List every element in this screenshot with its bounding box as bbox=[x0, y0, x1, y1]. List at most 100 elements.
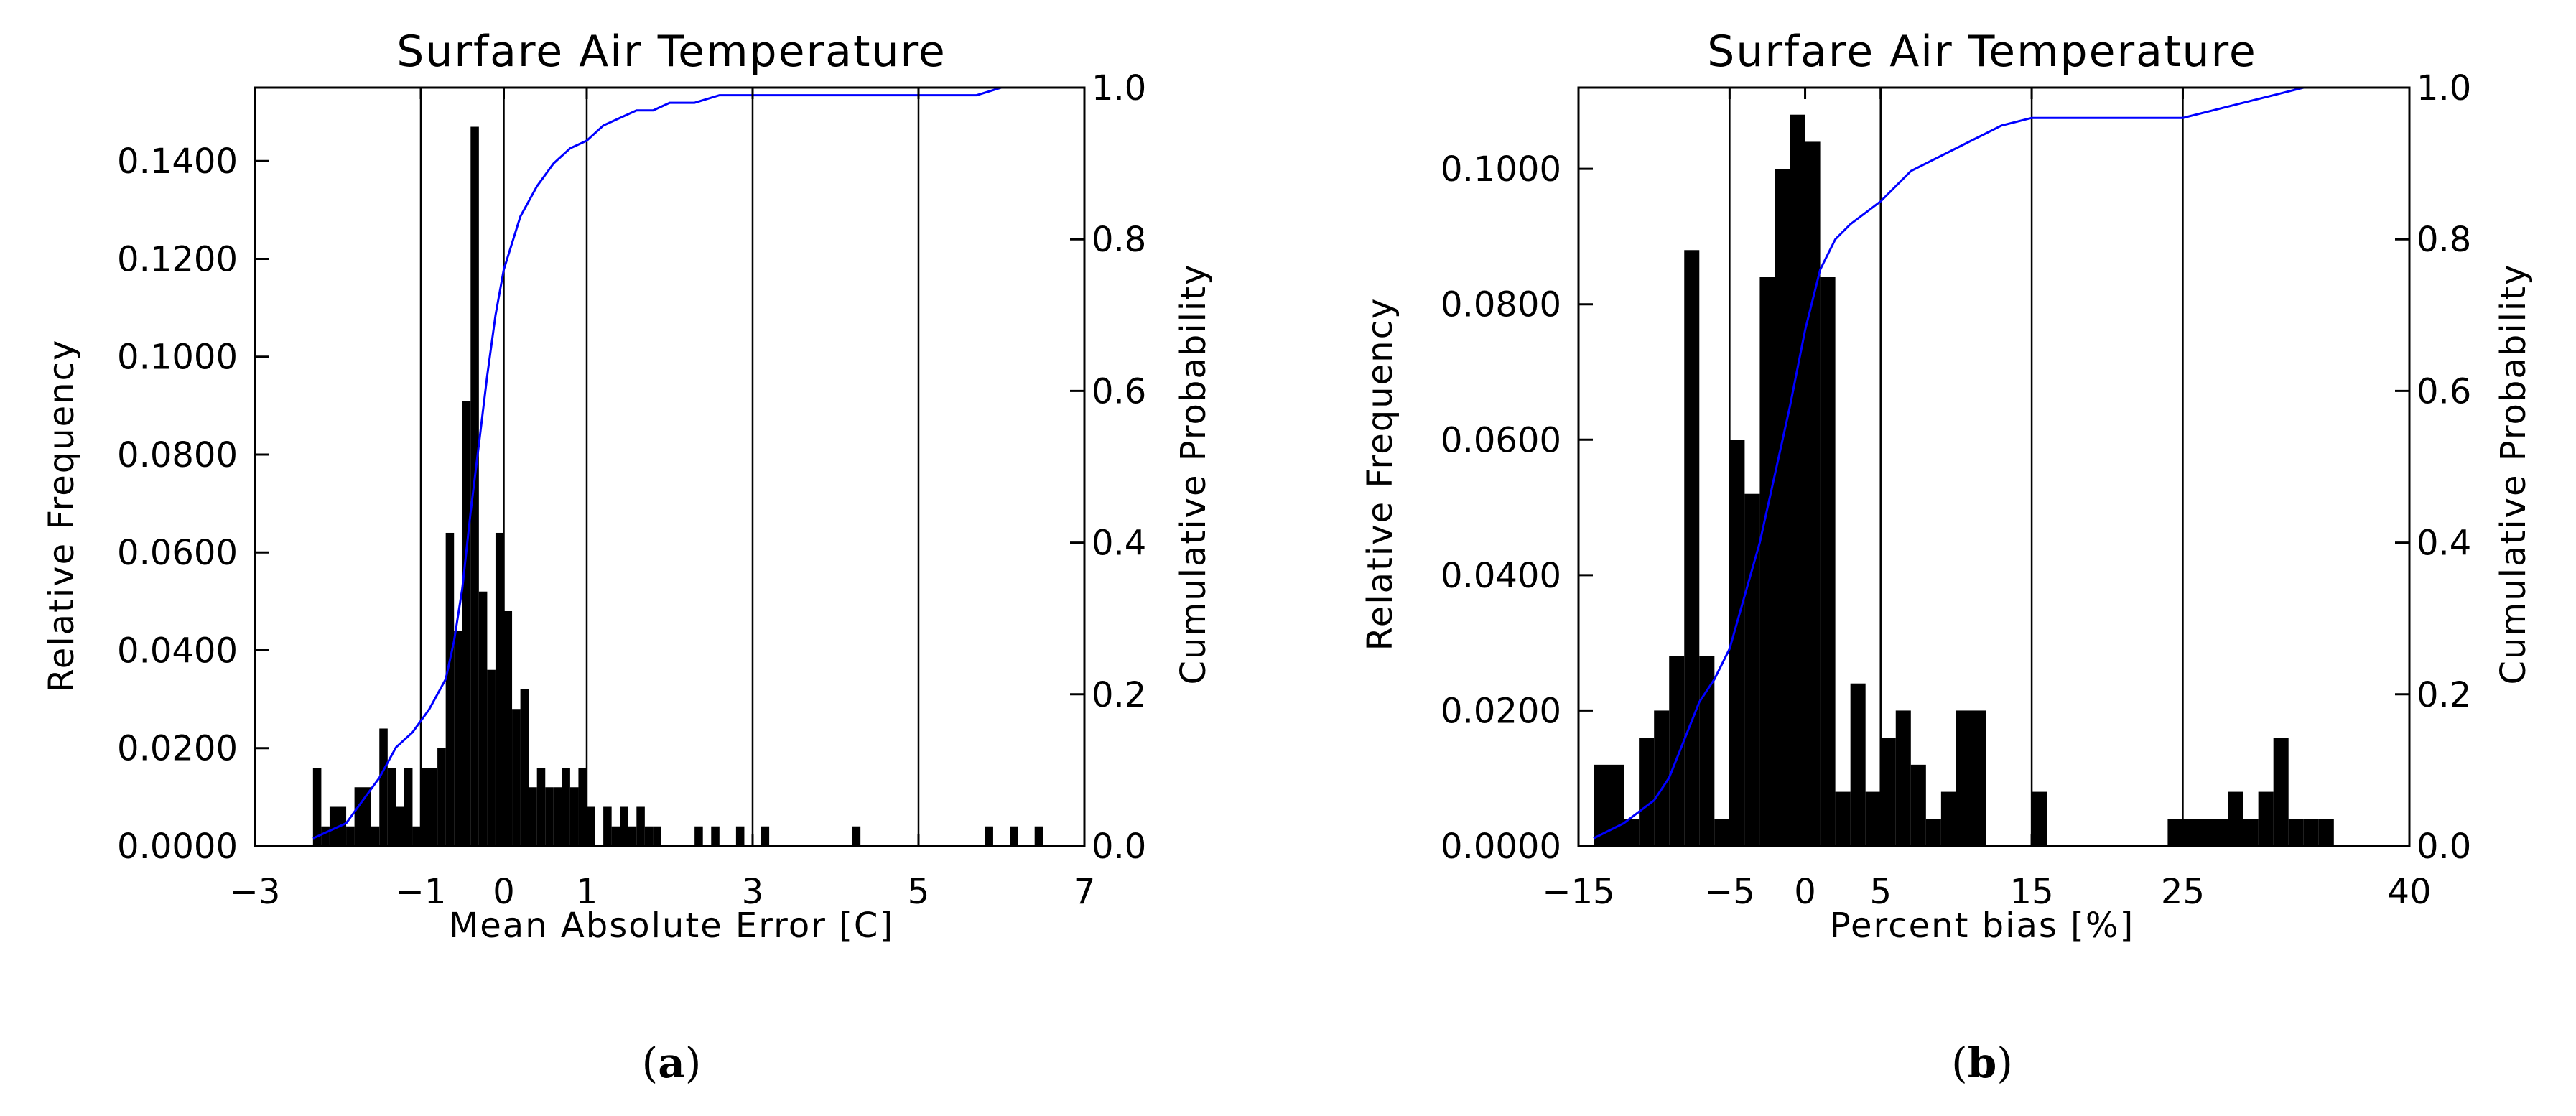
chart-a-y2-tick-labels: 0.0 0.2 0.4 0.6 0.8 1.0 bbox=[1092, 68, 1146, 867]
chart-a-bar bbox=[553, 787, 562, 846]
chart-b-bar bbox=[1925, 819, 1941, 846]
chart-b-bar bbox=[1850, 683, 1866, 846]
chart-a-y2-tick-label: 0.8 bbox=[1092, 220, 1146, 260]
chart-b-x-tick-label: 25 bbox=[2161, 872, 2205, 912]
chart-b-bar bbox=[1714, 819, 1730, 846]
chart-a-bar bbox=[636, 806, 645, 846]
chart-a-bar bbox=[363, 787, 371, 846]
chart-a-x-axis-label: Mean Absolute Error [C] bbox=[449, 906, 894, 946]
chart-b-bar bbox=[2213, 819, 2228, 846]
chart-b-y-tick-label: 0.0600 bbox=[1441, 420, 1561, 460]
chart-a-title: Surfare Air Temperature bbox=[396, 27, 947, 77]
chart-a-bar bbox=[421, 767, 429, 846]
chart-a-bar bbox=[487, 669, 496, 846]
chart-a-panel-label-open: ( bbox=[642, 1038, 659, 1087]
chart-b-bar bbox=[2303, 819, 2319, 846]
chart-a-y-tick-labels: 0.0000 0.0200 0.0400 0.0600 0.0800 0.1000 0.12… bbox=[117, 141, 238, 867]
chart-a-bar bbox=[653, 826, 661, 846]
chart-b-bar bbox=[1684, 250, 1700, 846]
chart-b-bar bbox=[2198, 819, 2213, 846]
chart-b-title: Surfare Air Temperature bbox=[1707, 27, 2257, 77]
chart-a-y2-tick-label: 0.6 bbox=[1092, 371, 1146, 411]
panel-a: Surfare Air Temperature −3 −1 0 1 3 5 7 0.0000… bbox=[42, 27, 1214, 1087]
chart-b-ticks bbox=[1577, 86, 2411, 847]
chart-b-bar bbox=[2032, 791, 2047, 846]
chart-a-bar bbox=[396, 806, 404, 846]
chart-b-y2-tick-label: 0.4 bbox=[2417, 524, 2471, 564]
chart-a-bar bbox=[620, 806, 628, 846]
chart-a-bar bbox=[578, 767, 587, 846]
chart-a-y-tick-label: 0.1400 bbox=[117, 141, 238, 182]
chart-a-y2-tick-label: 0.2 bbox=[1092, 675, 1146, 715]
chart-b-x-tick-label: −15 bbox=[1542, 872, 1614, 912]
chart-a-bar bbox=[520, 689, 529, 846]
chart-a-x-tick-label: −1 bbox=[396, 872, 447, 912]
chart-b-bar bbox=[2273, 738, 2289, 846]
chart-b-x-tick-label: 15 bbox=[2010, 872, 2054, 912]
chart-b-bar bbox=[1940, 791, 1956, 846]
chart-b-y2-tick-label: 1.0 bbox=[2417, 68, 2471, 108]
chart-a-bar bbox=[1010, 826, 1018, 846]
chart-a-bar bbox=[536, 767, 546, 846]
chart-b-x-tick-label: 5 bbox=[1869, 872, 1892, 912]
chart-b-panel-label-close: ) bbox=[1996, 1038, 2013, 1087]
chart-b-y-axis-label: Relative Frequency bbox=[1360, 297, 1400, 651]
chart-a-bar bbox=[644, 826, 654, 846]
chart-b-bar bbox=[1790, 114, 1805, 846]
chart-b-x-tick-label: 0 bbox=[1794, 872, 1816, 912]
chart-a-bar bbox=[711, 826, 720, 846]
chart-b-bar bbox=[1865, 791, 1881, 846]
chart-a-bar bbox=[569, 787, 579, 846]
chart-b-y-tick-label: 0.0800 bbox=[1441, 285, 1561, 325]
chart-b-panel-label-letter: b bbox=[1968, 1038, 1997, 1087]
chart-a-x-tick-label: 3 bbox=[742, 872, 764, 912]
chart-a-bar bbox=[321, 826, 330, 846]
chart-b-x-tick-label: 40 bbox=[2387, 872, 2431, 912]
chart-b-bar bbox=[1639, 738, 1655, 846]
chart-a-bar bbox=[628, 826, 637, 846]
chart-b-bar bbox=[1594, 764, 1609, 846]
chart-b-panel-label: (b) bbox=[1951, 1038, 2013, 1087]
chart-a-y2-tick-label: 0.4 bbox=[1092, 524, 1146, 564]
chart-b-bar bbox=[2167, 819, 2183, 846]
chart-a-y2-tick-label: 0.0 bbox=[1092, 827, 1146, 867]
chart-a-bar bbox=[761, 826, 770, 846]
chart-a-y-tick-label: 0.0200 bbox=[117, 729, 238, 769]
chart-b-bar bbox=[2182, 819, 2198, 846]
chart-b-y2-tick-label: 0.6 bbox=[2417, 371, 2471, 411]
chart-b-bar bbox=[1910, 764, 1926, 846]
chart-b-bars bbox=[1594, 114, 2334, 847]
chart-a-bar bbox=[329, 806, 338, 846]
chart-a-x-tick-labels: −3 −1 0 1 3 5 7 bbox=[230, 872, 1096, 912]
chart-a-y-tick-label: 0.1200 bbox=[117, 239, 238, 279]
chart-b-bar bbox=[2318, 819, 2334, 846]
chart-a-bar bbox=[478, 591, 488, 846]
chart-a-y2-axis-label: Cumulative Probability bbox=[1173, 264, 1214, 685]
chart-b-bar bbox=[1971, 710, 1986, 846]
chart-b-bar bbox=[1956, 710, 1971, 846]
chart-b-y-tick-label: 0.0000 bbox=[1441, 827, 1561, 867]
chart-a-bar bbox=[312, 767, 322, 846]
chart-a-bar bbox=[512, 709, 521, 846]
chart-a-bar bbox=[495, 532, 504, 846]
chart-b-bar bbox=[1654, 710, 1670, 846]
chart-b-bar bbox=[1609, 764, 1624, 846]
chart-b-bar bbox=[1624, 819, 1640, 846]
chart-a-x-tick-label: −3 bbox=[230, 872, 281, 912]
chart-b-bar bbox=[1759, 277, 1775, 846]
chart-b-reference-lines bbox=[1729, 88, 2184, 846]
chart-b-bar bbox=[2288, 819, 2304, 846]
chart-b-y2-tick-label: 0.2 bbox=[2417, 675, 2471, 715]
chart-b-x-tick-labels: −15 −5 0 5 15 25 40 bbox=[1542, 872, 2431, 912]
chart-b-y-tick-label: 0.1000 bbox=[1441, 149, 1561, 190]
chart-b-bar bbox=[1775, 169, 1790, 847]
chart-a-bars bbox=[312, 126, 1043, 846]
chart-a-bar bbox=[587, 806, 595, 846]
chart-a-bar bbox=[603, 806, 612, 846]
chart-a-bar bbox=[1034, 826, 1043, 846]
panel-b: Surfare Air Temperature −15 −5 0 5 15 25 40 0.… bbox=[1360, 27, 2534, 1087]
chart-a-x-tick-label: 7 bbox=[1074, 872, 1096, 912]
chart-a-bar bbox=[735, 826, 745, 846]
chart-b-bar bbox=[1805, 141, 1821, 846]
